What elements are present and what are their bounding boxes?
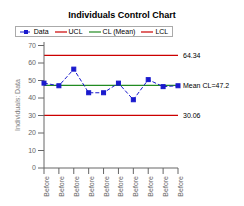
svg-text:Mean CL=47.2: Mean CL=47.2: [183, 82, 229, 89]
svg-text:60: 60: [28, 59, 36, 66]
svg-text:Before: Before: [117, 176, 124, 197]
svg-text:Individuals: Data: Individuals: Data: [14, 79, 21, 131]
svg-text:Before: Before: [58, 176, 65, 197]
svg-text:10: 10: [28, 147, 36, 154]
svg-text:Before: Before: [132, 176, 139, 197]
svg-text:Before: Before: [162, 176, 169, 197]
svg-text:70: 70: [28, 42, 36, 49]
svg-text:Before: Before: [147, 176, 154, 197]
svg-text:30.06: 30.06: [183, 112, 201, 119]
svg-text:Before: Before: [177, 176, 184, 197]
svg-text:50: 50: [28, 77, 36, 84]
svg-text:Before: Before: [103, 176, 110, 197]
svg-text:64.34: 64.34: [183, 52, 201, 59]
svg-text:Before: Before: [88, 176, 95, 197]
html-text:Data: Data: [33, 28, 49, 35]
svg-text:40: 40: [28, 94, 36, 101]
html-text:CL (Mean): CL (Mean): [102, 28, 136, 35]
html-text:LCL: LCL: [155, 28, 169, 35]
html-text:Individuals Control Chart: Individuals Control Chart: [68, 10, 176, 20]
svg-text:Before: Before: [43, 176, 50, 197]
svg-text:Before: Before: [73, 176, 80, 197]
svg-text:30: 30: [28, 112, 36, 119]
svg-text:0: 0: [32, 164, 36, 171]
svg-text:20: 20: [28, 129, 36, 136]
html-text:UCL: UCL: [68, 28, 83, 35]
